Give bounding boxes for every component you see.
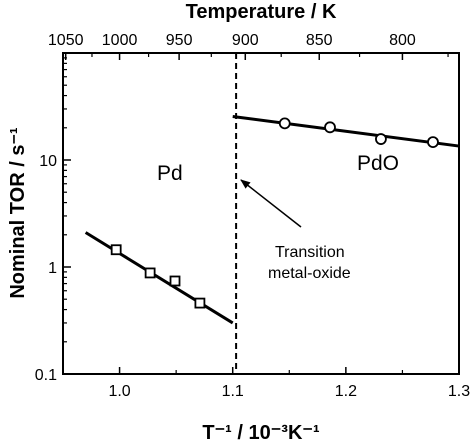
square-point [169, 275, 181, 287]
region-label-pd: Pd [157, 162, 183, 185]
annotation-line-2: metal-oxide [268, 265, 351, 282]
circle-point [278, 117, 291, 130]
x-tick-label: 1.1 [222, 383, 244, 400]
fit-lines [84, 115, 460, 325]
circle-point [427, 136, 439, 148]
annotation-line-1: Transition [275, 244, 345, 261]
y-axis-title: Nominal TOR / s⁻¹ [7, 127, 29, 299]
x-tick-label: 1.2 [335, 383, 357, 400]
fit-line [84, 231, 234, 325]
top-tick-label: 1050 [48, 32, 84, 49]
top-axis-ticks: 1050 1000 950 900 850 800 [48, 32, 449, 60]
top-tick-label: 850 [306, 32, 333, 49]
y-tick-label: 0.1 [35, 367, 57, 384]
top-tick-label: 800 [389, 32, 416, 49]
top-tick-label: 900 [232, 32, 259, 49]
bottom-axis-ticks: 1.0 1.1 1.2 1.3 [62, 367, 470, 400]
square-point [144, 267, 156, 279]
circle-point [324, 121, 336, 134]
square-point [194, 297, 206, 309]
region-label-pdo: PdO [357, 152, 399, 175]
data-points [110, 117, 439, 309]
x-axis-title: T⁻¹ / 10⁻³K⁻¹ [202, 422, 320, 444]
top-tick-label: 950 [166, 32, 193, 49]
plot-frame [62, 52, 460, 375]
annotation-arrow [240, 179, 302, 228]
fit-line [232, 115, 460, 148]
x-tick-label: 1.3 [448, 383, 470, 400]
y-tick-label: 10 [39, 153, 57, 170]
top-axis-title: Temperature / K [186, 1, 337, 23]
square-point [110, 244, 122, 256]
top-tick-label: 1000 [102, 32, 138, 49]
circle-point [375, 133, 387, 145]
left-axis-ticks: 0.1 1 10 [35, 57, 71, 384]
y-tick-label: 1 [48, 260, 57, 277]
x-tick-label: 1.0 [108, 383, 130, 400]
